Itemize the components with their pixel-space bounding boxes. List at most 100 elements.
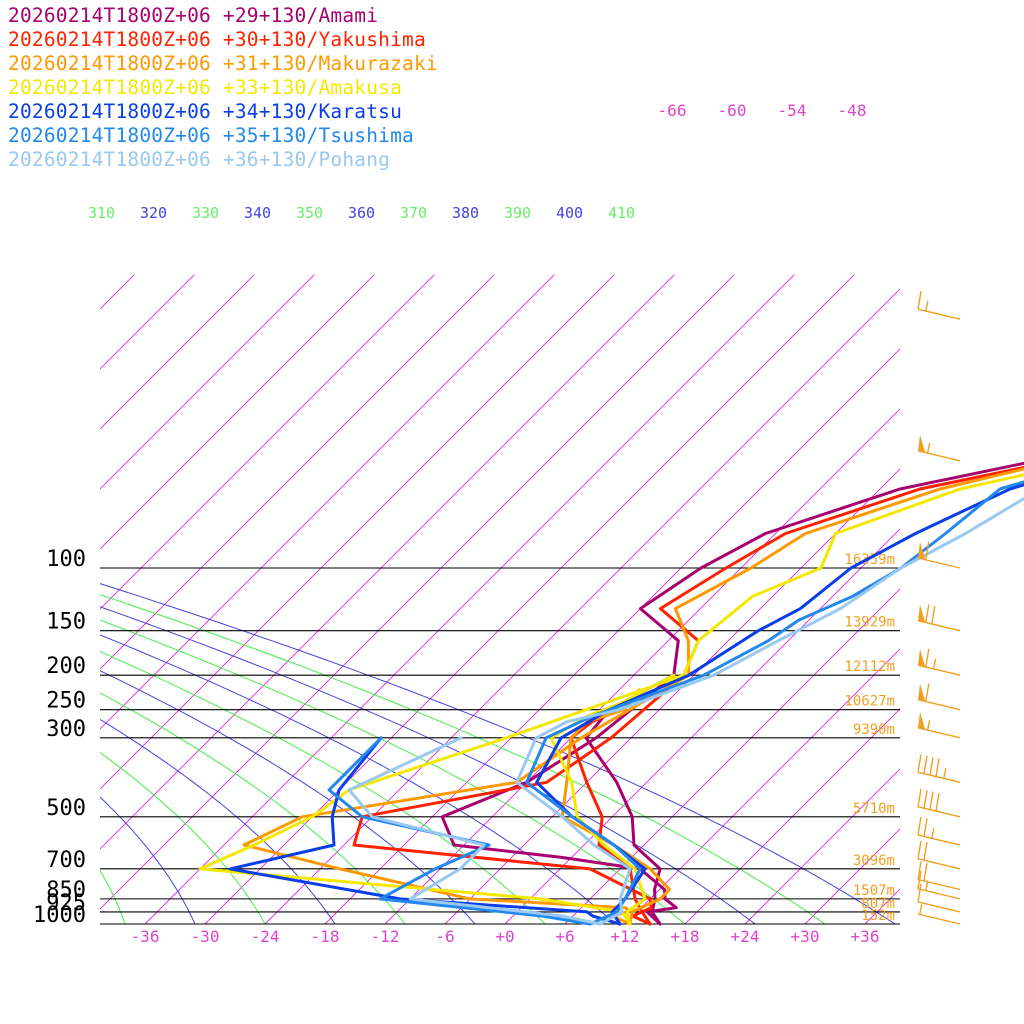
isotherm-line [444,468,900,924]
isotherm-label: -48 [838,101,867,120]
isotherm-line [100,274,435,610]
height-label: 152m [861,908,895,924]
isotherm-line [985,275,1024,924]
height-label: 5710m [853,801,895,817]
theta-e-line [100,634,616,924]
height-label: 1507m [853,883,895,899]
isotherm-line [804,828,900,924]
wind-barb [917,604,961,632]
x-tick-label: +24 [731,927,760,946]
wind-barb [917,648,961,676]
pressure-tick-label: 500 [46,796,86,821]
isotherm-line [684,708,900,924]
height-label: 10627m [844,694,895,710]
theta-e-label: 330 [192,204,219,222]
series-temperature-line [347,736,602,926]
theta-e-line [100,796,196,924]
theta-e-label: 340 [244,204,271,222]
theta-e-label: 380 [452,204,479,222]
theta-e-label: 370 [400,204,427,222]
theta-e-labels: 310 320 330 340 350 360 370 380 390 400 410 [88,204,635,222]
isotherm-line [204,274,855,924]
isotherm-line [504,528,900,924]
series-temperature-line [228,736,622,926]
isotherm-line [384,408,900,924]
sounding-profiles [198,461,1024,926]
wind-barb [917,754,961,784]
isotherm-label: -54 [778,101,807,120]
isotherm-label: -60 [718,101,747,120]
theta-e-label: 310 [88,204,115,222]
isotherm-line [564,588,900,924]
legend-entry: 20260214T1800Z+06 +36+130/Pohang [8,148,391,171]
x-tick-label: -30 [191,927,220,946]
pressure-tick-label: 700 [46,848,86,873]
isotherm-line [100,274,315,490]
theta-e-label: 410 [608,204,635,222]
isotherm-line [100,274,555,730]
isotherm-label: -66 [658,101,687,120]
isotherm-line [744,768,900,924]
x-tick-label: +36 [851,927,880,946]
wind-barb [917,541,961,569]
theta-e-label: 390 [504,204,531,222]
x-tick-label: +30 [791,927,820,946]
height-label: 9390m [853,722,895,738]
legend-entry: 20260214T1800Z+06 +30+130/Yakushima [8,28,426,51]
legend-entry: 20260214T1800Z+06 +31+130/Makurazaki [8,52,438,75]
x-tick-label: +12 [611,927,640,946]
isobar-lines [100,567,900,925]
pressure-tick-label: 925 [46,891,86,916]
wind-barb [917,683,961,711]
legend-entry: 20260214T1800Z+06 +29+130/Amami [8,4,379,27]
legend-entry: 20260214T1800Z+06 +34+130/Karatsu [8,100,403,123]
x-tick-label: -36 [131,927,160,946]
wind-barb [917,870,961,900]
series-temperature-line [198,473,1024,926]
isotherm-line [100,274,615,790]
isotherm-line [100,274,255,430]
isotherm-line [100,274,375,550]
height-label: 16359m [844,552,895,568]
pressure-tick-label: 150 [46,610,86,635]
height-label: 12112m [844,659,895,675]
theta-e-label: 320 [140,204,167,222]
isotherm-line [144,274,795,924]
legend-entry: 20260214T1800Z+06 +33+130/Amakusa [8,76,403,99]
x-tick-label: -12 [371,927,400,946]
x-tick-label: +18 [671,927,700,946]
isotherm-line [324,348,900,924]
wind-barbs [917,291,961,925]
pressure-tick-label: 200 [46,654,86,679]
isotherm-line [925,275,1024,924]
wind-barb [917,904,961,925]
pressure-tick-label: 300 [46,717,86,742]
height-label: 13929m [844,615,895,631]
wind-barb [917,434,961,462]
x-tick-label: +0 [495,927,514,946]
wind-barb [917,788,961,818]
chart-legend: 20260214T1800Z+06 +29+130/Amami 20260214… [8,4,438,172]
isotherm-grid [100,274,1024,924]
wind-barb [917,711,961,739]
series-dewpoint-line [515,496,1024,926]
wind-barb [917,816,961,846]
isotherm-line [864,888,900,924]
theta-e-label: 400 [556,204,583,222]
x-tick-label: -6 [435,927,454,946]
legend-entry: 20260214T1800Z+06 +35+130/Tsushima [8,124,414,147]
theta-e-label: 360 [348,204,375,222]
wind-barb [917,861,961,891]
isotherm-line [100,274,495,670]
theta-e-label: 350 [296,204,323,222]
height-label: 3096m [853,853,895,869]
series-dewpoint-line [525,480,1024,926]
isotherm-line [624,648,900,924]
series-temperature-line [440,461,1024,926]
pressure-tick-label: 250 [46,689,86,714]
series-dewpoint-line [549,673,676,926]
pressure-tick-label: 100 [46,547,86,572]
series-temperature-line [327,736,592,926]
